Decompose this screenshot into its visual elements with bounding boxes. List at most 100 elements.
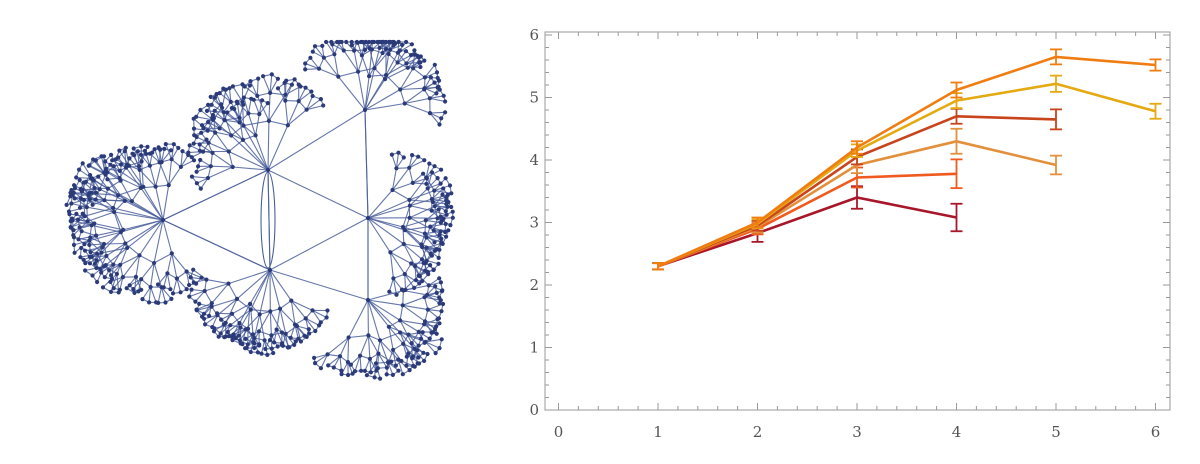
graph-edge [312,51,325,59]
graph-node [234,296,240,301]
graph-edge [140,262,155,280]
graph-node [68,218,73,224]
graph-edge [223,119,244,141]
graph-edge [124,243,140,256]
graph-node [204,137,209,142]
graph-node [412,48,417,53]
graph-edge [214,324,231,329]
graph-edge [429,111,446,114]
graph-edge [426,247,440,259]
graph-node [79,245,84,251]
graph-node [427,96,432,101]
graph-node [202,288,207,294]
graph-edge [279,300,292,310]
graph-node [321,55,326,60]
graph-edge [418,262,425,276]
graph-node [367,74,372,79]
graph-node [197,148,202,153]
graph-edge [437,217,451,226]
graph-edge [269,269,369,301]
graph-node [111,262,116,267]
graph-node [382,77,388,82]
graph-node [238,325,243,330]
graph-edge [101,231,122,254]
graph-edge [166,273,171,290]
graph-node [331,365,336,370]
graph-node [287,345,292,350]
graph-edge [137,151,140,167]
graph-node [416,361,422,366]
graph-node [439,116,444,121]
graph-node [445,204,450,209]
graph-node [282,80,287,85]
graph-node [88,173,93,178]
graph-node [349,43,354,48]
graph-edge [131,200,164,221]
graph-canvas [64,39,455,381]
graph-edge [425,219,441,224]
graph-edge [404,229,423,248]
graph-node [335,39,340,45]
graph-edge [165,143,173,160]
graph-node [394,166,399,171]
graph-node [123,241,128,246]
graph-node [237,115,242,120]
graph-edge [267,169,271,271]
graph-edge [412,67,426,78]
graph-node [87,197,92,202]
graph-edge [196,302,213,311]
graph-edge [424,296,441,301]
graph-node [435,317,440,322]
graph-node [385,360,391,365]
graph-node [232,106,237,111]
graph-edge [212,152,234,168]
graph-edge [312,309,327,318]
graph-node [197,301,202,306]
graph-node [293,339,298,344]
x-tick-label: 0 [554,423,564,441]
graph-node [434,70,440,75]
graph-node [211,329,217,334]
graph-node [428,263,433,268]
graph-edge [89,240,102,254]
graph-edge [139,254,155,264]
graph-edge [106,168,120,172]
graph-edge [153,219,164,264]
graph-edge [367,217,391,253]
graph-node [391,43,396,48]
graph-node [207,313,212,318]
graph-node [437,346,442,351]
graph-edge [191,289,205,292]
graph-node [176,145,181,151]
graph-edge [228,327,241,337]
graph-node [359,53,364,58]
graph-edge [390,251,412,264]
graph-edge [408,334,422,340]
graph-node [204,108,210,113]
graph-edge [404,226,431,231]
graph-edge [214,132,230,152]
graph-node [426,272,431,277]
graph-node [144,151,149,156]
graph-node [401,341,406,346]
graph-node [194,281,199,286]
graph-node [238,341,243,346]
graph-node [87,242,92,247]
graph-node [109,152,114,157]
graph-edge [191,151,204,158]
graph-edge [388,278,394,292]
graph-node [218,331,223,336]
graph-node [423,268,428,273]
graph-edge [142,286,152,300]
graph-node [345,360,350,365]
graph-edge [364,68,376,111]
graph-edge [367,299,381,341]
graph-edge [402,226,426,235]
graph-node [367,356,372,361]
graph-node [83,261,88,266]
graph-node [412,52,417,57]
graph-edge [397,359,404,375]
graph-node [369,47,374,52]
graph-edge [253,99,260,115]
graph-edge [399,319,420,333]
